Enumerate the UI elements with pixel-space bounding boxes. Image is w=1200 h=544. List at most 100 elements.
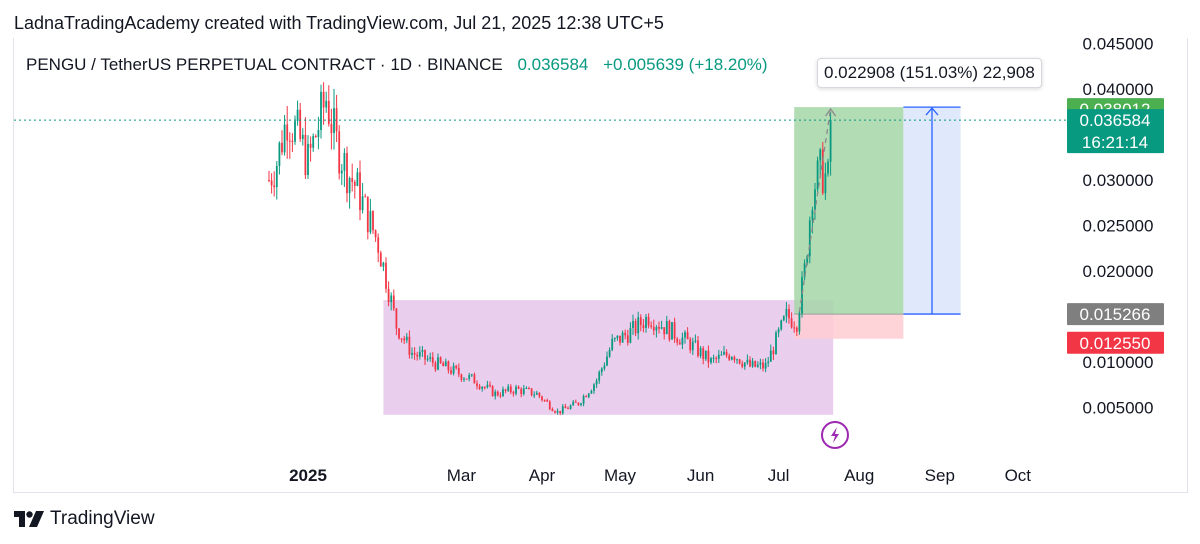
candle-body <box>663 327 666 335</box>
price-axis-label: 0.015266 <box>1080 305 1151 324</box>
candle-body <box>468 375 471 379</box>
candle-body <box>827 161 829 174</box>
candle-body <box>463 378 465 380</box>
candle-body <box>309 143 312 148</box>
candle-body <box>746 359 749 363</box>
candle-body <box>730 357 733 360</box>
candle-body <box>665 321 668 335</box>
candle-body <box>486 384 489 388</box>
candle-body <box>767 361 770 364</box>
candle-body <box>764 363 767 369</box>
candle-body <box>743 362 746 367</box>
candle-body <box>772 350 775 355</box>
candle-body <box>616 335 619 339</box>
candle-body <box>689 339 692 351</box>
candle-body <box>408 336 411 355</box>
candle-body <box>613 338 616 340</box>
candle-body <box>775 332 777 355</box>
candle-body <box>346 153 348 194</box>
candle-body <box>450 370 452 374</box>
candle-body <box>803 263 806 278</box>
candle-body <box>611 338 614 350</box>
candle-body <box>598 371 601 381</box>
candle-body <box>390 295 393 303</box>
candle-body <box>340 170 343 174</box>
profit-zone <box>794 107 904 315</box>
candle-body <box>824 173 827 194</box>
candle-body <box>301 134 304 139</box>
candle-body <box>530 388 533 396</box>
candle-body <box>385 262 387 289</box>
candle-body <box>533 394 536 396</box>
loss-zone <box>794 314 904 339</box>
candle-body <box>574 401 577 403</box>
candle-body <box>504 389 507 391</box>
candle-body <box>434 362 437 370</box>
candle-body <box>561 406 564 414</box>
y-tick-label: 0.030000 <box>1083 171 1154 190</box>
candle-body <box>398 328 400 339</box>
candle-body <box>439 357 442 363</box>
candle-body <box>697 340 699 356</box>
candle-body <box>489 384 491 386</box>
candle-body <box>551 409 554 412</box>
candle-body <box>320 91 322 130</box>
candle-body <box>377 237 380 253</box>
candle-body <box>712 357 715 359</box>
candle-body <box>333 108 335 134</box>
x-tick-label: Apr <box>529 466 556 485</box>
candle-body <box>608 349 611 357</box>
countdown-label: 16:21:14 <box>1082 133 1148 152</box>
candle-body <box>413 352 416 355</box>
candle-body <box>559 410 562 414</box>
candle-body <box>798 313 801 332</box>
candle-body <box>538 392 541 397</box>
candle-body <box>639 317 642 326</box>
candle-body <box>447 361 450 371</box>
symbol-legend: PENGU / TetherUS PERPETUAL CONTRACT · 1D… <box>26 55 768 75</box>
candle-body <box>569 405 572 409</box>
candle-body <box>535 392 538 395</box>
candle-body <box>546 400 549 402</box>
candle-body <box>754 360 757 367</box>
candle-body <box>325 100 328 108</box>
price-change: +0.005639 (+18.20%) <box>603 55 768 74</box>
price-axis-label-bg <box>1067 303 1164 326</box>
x-tick-label: Sep <box>925 466 955 485</box>
candle-body <box>725 351 728 356</box>
candle-body <box>790 318 793 328</box>
projection-line <box>798 108 832 313</box>
candle-body <box>676 338 679 343</box>
candle-body <box>582 396 585 404</box>
candle-body <box>710 358 712 363</box>
candle-body <box>307 143 309 176</box>
candle-body <box>270 180 273 186</box>
candle-body <box>567 408 569 410</box>
candle-body <box>634 320 637 334</box>
candle-body <box>564 406 567 409</box>
candle-body <box>548 401 551 410</box>
candle-body <box>780 320 783 330</box>
candle-body <box>312 136 315 148</box>
last-price: 0.036584 <box>517 55 589 74</box>
candle-body <box>629 327 632 343</box>
candle-body <box>473 374 476 384</box>
candle-body <box>637 317 640 334</box>
candle-body <box>806 256 809 264</box>
candle-body <box>281 142 283 153</box>
candle-body <box>424 349 426 360</box>
candle-body <box>327 100 330 124</box>
candle-body <box>400 338 403 340</box>
candle-body <box>793 327 796 329</box>
candle-body <box>554 411 556 413</box>
candle-body <box>517 386 520 389</box>
candle-body <box>444 361 447 367</box>
candle-body <box>704 350 707 360</box>
candle-body <box>483 386 486 388</box>
candle-body <box>343 153 346 171</box>
candle-body <box>642 325 645 329</box>
candle-body <box>273 185 276 188</box>
candle-body <box>681 337 684 345</box>
price-axis-label: 0.036584 <box>1080 111 1151 130</box>
